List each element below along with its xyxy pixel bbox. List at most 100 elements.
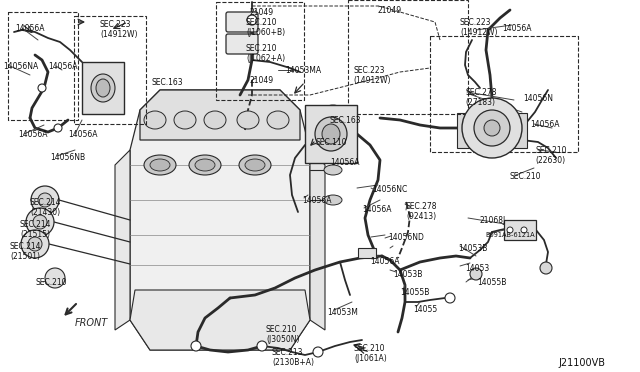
Text: 14056N: 14056N xyxy=(523,94,553,103)
Text: 14055: 14055 xyxy=(413,305,437,314)
Text: B091AB-6121A: B091AB-6121A xyxy=(485,232,534,238)
Text: (92413): (92413) xyxy=(406,212,436,221)
Polygon shape xyxy=(130,90,310,350)
Circle shape xyxy=(28,237,42,251)
Ellipse shape xyxy=(267,111,289,129)
Bar xyxy=(305,105,357,163)
Text: 14055B: 14055B xyxy=(400,288,429,297)
Text: SEC.210: SEC.210 xyxy=(246,44,278,53)
Text: 14056A: 14056A xyxy=(68,130,97,139)
Circle shape xyxy=(54,124,62,132)
Text: 14056A: 14056A xyxy=(370,257,399,266)
Text: 14056A: 14056A xyxy=(502,24,531,33)
Text: SEC.210: SEC.210 xyxy=(535,146,566,155)
Text: SEC.214: SEC.214 xyxy=(10,242,42,251)
Text: 14053B: 14053B xyxy=(393,270,422,279)
Text: (J1060+B): (J1060+B) xyxy=(246,28,285,37)
Ellipse shape xyxy=(174,111,196,129)
Text: 14053: 14053 xyxy=(465,264,489,273)
Text: (J3050N): (J3050N) xyxy=(266,335,300,344)
Bar xyxy=(348,0,468,114)
Polygon shape xyxy=(310,150,325,330)
Circle shape xyxy=(31,186,59,214)
Ellipse shape xyxy=(144,111,166,129)
Ellipse shape xyxy=(195,159,215,171)
Circle shape xyxy=(21,230,49,258)
Text: 21049: 21049 xyxy=(249,76,273,85)
Text: 14053MA: 14053MA xyxy=(285,66,321,75)
Circle shape xyxy=(484,120,500,136)
Ellipse shape xyxy=(245,159,265,171)
Text: SEC.213: SEC.213 xyxy=(272,348,303,357)
Circle shape xyxy=(33,215,47,229)
Ellipse shape xyxy=(324,105,342,115)
Ellipse shape xyxy=(324,135,342,145)
Ellipse shape xyxy=(91,74,115,102)
Text: SEC.223: SEC.223 xyxy=(353,66,385,75)
Text: (21515): (21515) xyxy=(20,230,50,239)
Bar xyxy=(504,220,536,240)
Text: SEC.210: SEC.210 xyxy=(246,18,278,27)
Text: (27183): (27183) xyxy=(465,98,495,107)
Ellipse shape xyxy=(324,195,342,205)
Ellipse shape xyxy=(322,124,340,144)
Bar xyxy=(216,2,304,100)
Text: SEC.278: SEC.278 xyxy=(465,88,497,97)
Text: (14912W): (14912W) xyxy=(100,30,138,39)
Text: SEC.223: SEC.223 xyxy=(460,18,492,27)
Text: SEC.210: SEC.210 xyxy=(354,344,385,353)
Text: SEC.163: SEC.163 xyxy=(152,78,184,87)
Ellipse shape xyxy=(239,155,271,175)
Text: J21100VB: J21100VB xyxy=(558,358,605,368)
FancyBboxPatch shape xyxy=(226,34,258,54)
Text: 14056NA: 14056NA xyxy=(3,62,38,71)
Bar xyxy=(358,248,376,258)
Circle shape xyxy=(470,268,482,280)
Text: SEC.278: SEC.278 xyxy=(406,202,438,211)
Text: FRONT: FRONT xyxy=(75,318,108,328)
Text: 21049: 21049 xyxy=(378,6,402,15)
Ellipse shape xyxy=(204,111,226,129)
Circle shape xyxy=(462,98,522,158)
Circle shape xyxy=(38,193,52,207)
Bar xyxy=(430,36,578,152)
Polygon shape xyxy=(115,150,130,330)
Text: 14053M: 14053M xyxy=(327,308,358,317)
Text: 14055B: 14055B xyxy=(477,278,506,287)
Polygon shape xyxy=(130,290,310,350)
Text: (14912W): (14912W) xyxy=(460,28,497,37)
Ellipse shape xyxy=(189,155,221,175)
Text: 14056A: 14056A xyxy=(18,130,47,139)
Text: 14056NC: 14056NC xyxy=(372,185,407,194)
Bar xyxy=(82,62,124,114)
Text: 14056A: 14056A xyxy=(15,24,45,33)
Text: SEC.210: SEC.210 xyxy=(510,172,541,181)
Text: (21501): (21501) xyxy=(10,252,40,261)
Text: (14912W): (14912W) xyxy=(353,76,390,85)
Polygon shape xyxy=(140,90,300,140)
Circle shape xyxy=(521,227,527,233)
Circle shape xyxy=(540,262,552,274)
Text: 14056A: 14056A xyxy=(530,120,559,129)
Bar xyxy=(74,16,146,124)
FancyBboxPatch shape xyxy=(226,12,258,32)
Ellipse shape xyxy=(144,155,176,175)
Ellipse shape xyxy=(324,165,342,175)
Text: 14053B: 14053B xyxy=(458,244,488,253)
Text: SEC.223: SEC.223 xyxy=(100,20,131,29)
Circle shape xyxy=(45,268,65,288)
Text: 14056NB: 14056NB xyxy=(50,153,85,162)
Text: 14056A: 14056A xyxy=(302,196,332,205)
Circle shape xyxy=(26,208,54,236)
Circle shape xyxy=(445,293,455,303)
Text: (21430): (21430) xyxy=(30,208,60,217)
Text: (J1061A): (J1061A) xyxy=(354,354,387,363)
Circle shape xyxy=(507,227,513,233)
Text: SEC.214: SEC.214 xyxy=(20,220,51,229)
Circle shape xyxy=(38,84,46,92)
Text: SEC.210: SEC.210 xyxy=(35,278,67,287)
Text: SEC.214: SEC.214 xyxy=(30,198,61,207)
Circle shape xyxy=(257,341,267,351)
Bar xyxy=(8,12,78,120)
Circle shape xyxy=(191,341,201,351)
